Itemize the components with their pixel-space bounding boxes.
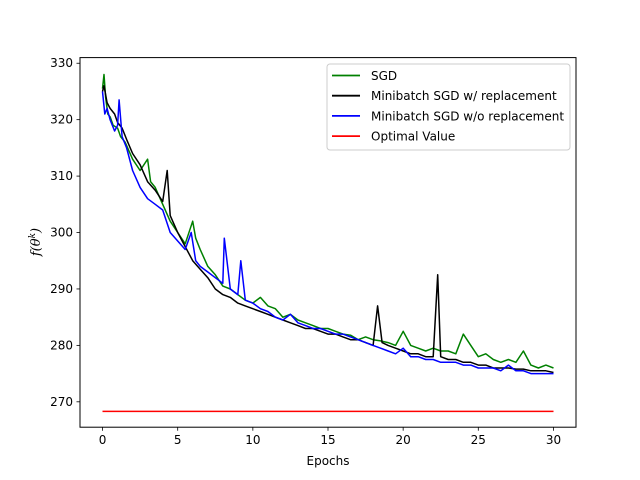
legend-label: Minibatch SGD w/o replacement	[371, 109, 564, 123]
y-tick-label: 310	[50, 169, 73, 183]
y-axis: 270 280 290 300 310 320 330	[50, 56, 80, 409]
y-tick-label: 300	[50, 226, 73, 240]
x-tick-label: 20	[396, 433, 411, 447]
x-tick-label: 25	[471, 433, 486, 447]
y-tick-label: 320	[50, 113, 73, 127]
y-tick-label: 280	[50, 338, 73, 352]
x-tick-label: 5	[174, 433, 182, 447]
x-tick-label: 10	[245, 433, 260, 447]
x-axis: 0 5 10 15 20 25 30	[99, 427, 561, 447]
series-line-1	[101, 85, 554, 374]
x-axis-label: Epochs	[307, 454, 350, 468]
y-tick-label: 330	[50, 56, 73, 70]
series-line-0	[101, 73, 554, 369]
y-axis-label: f(θk)	[28, 228, 44, 257]
y-tick-label: 270	[50, 395, 73, 409]
series-layer	[101, 73, 554, 413]
x-tick-label: 15	[320, 433, 335, 447]
legend-box	[326, 63, 571, 151]
series-line-2	[101, 91, 554, 375]
legend-label: Optimal Value	[371, 130, 455, 144]
x-tick-label: 30	[546, 433, 561, 447]
x-tick-label: 0	[99, 433, 107, 447]
legend-label: Minibatch SGD w/ replacement	[371, 89, 557, 103]
legend: SGD Minibatch SGD w/ replacement Minibatch…	[326, 63, 571, 151]
y-tick-label: 290	[50, 282, 73, 296]
legend-label: SGD	[371, 69, 397, 83]
